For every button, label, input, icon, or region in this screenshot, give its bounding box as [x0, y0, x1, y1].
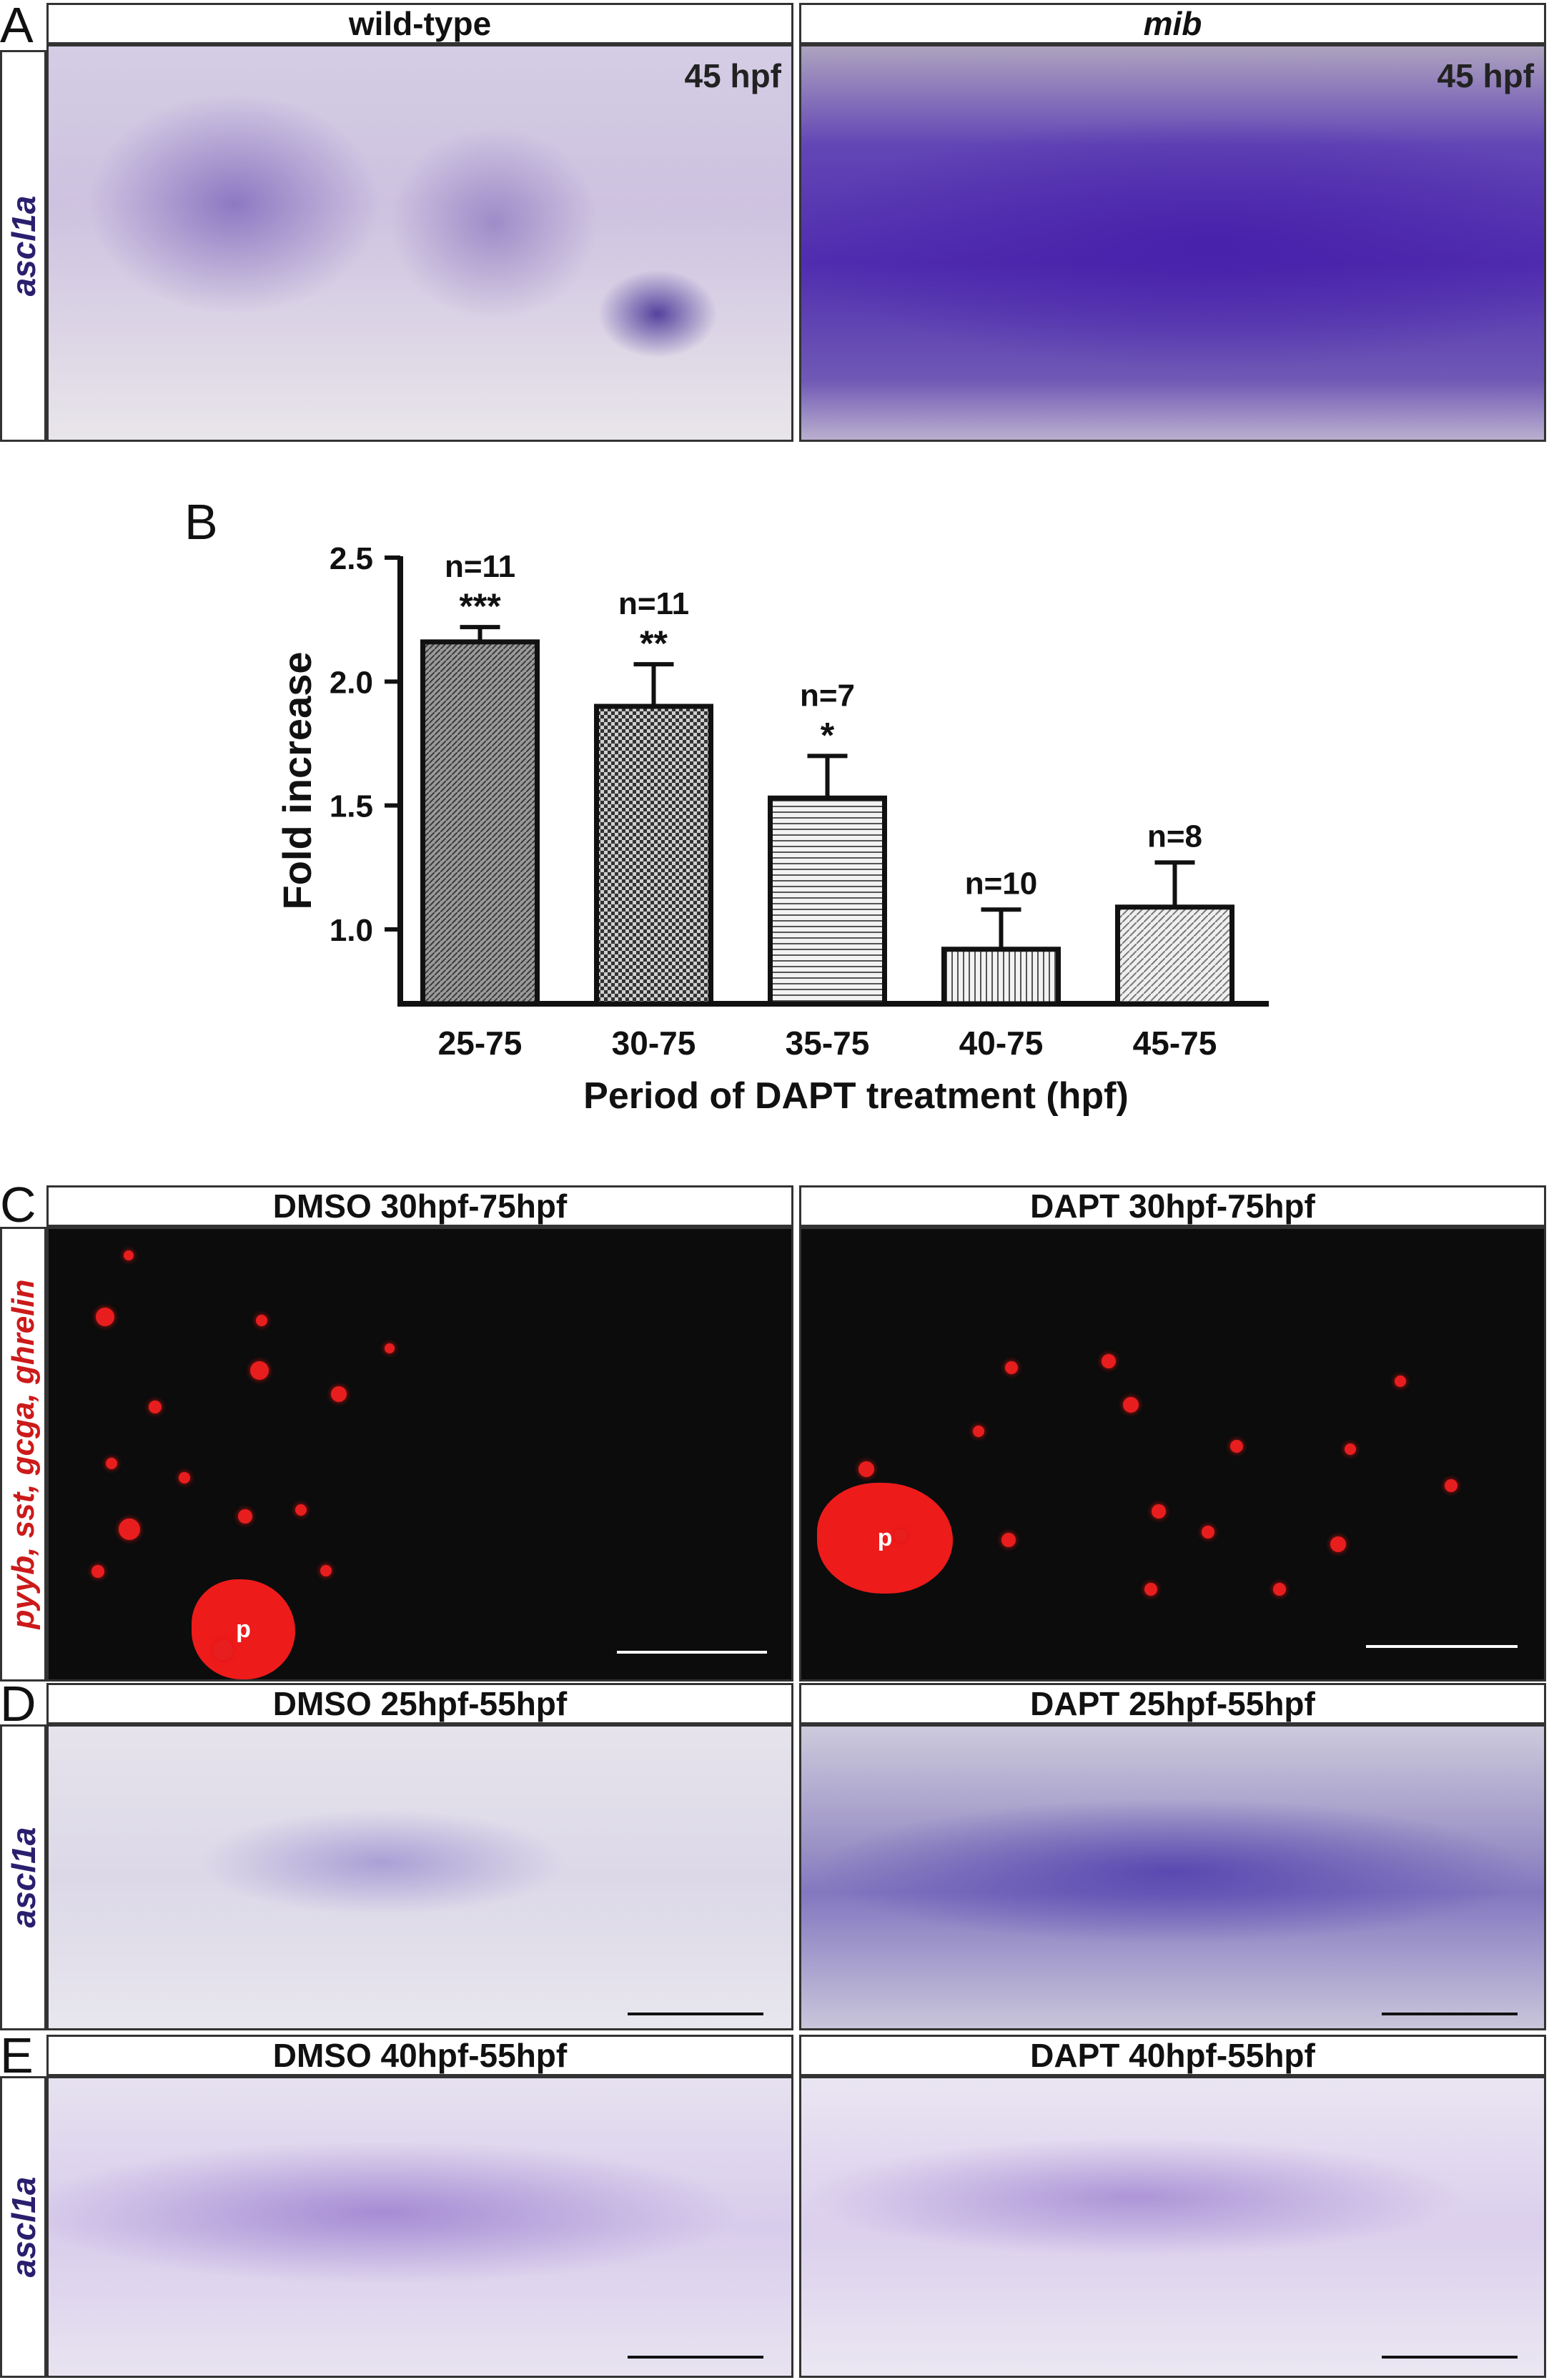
panel-e-right-scalebar: [1382, 2356, 1518, 2359]
panel-d-dmso-image: [46, 1724, 793, 2030]
panel-a-stain-label: ascl1a: [4, 195, 42, 297]
panel-letter-d: D: [0, 1676, 36, 1732]
fluorescent-cell: [1230, 1440, 1243, 1453]
panel-e-stain-label: ascl1a: [4, 2176, 42, 2278]
panel-a-stain-box: ascl1a: [0, 50, 46, 442]
fluorescent-cell: [973, 1426, 984, 1437]
bar-45-75: [1115, 904, 1234, 1007]
panel-d-dapt-image: [799, 1724, 1546, 2030]
panel-c-right-scalebar: [1366, 1645, 1518, 1648]
panel-letter-b: B: [184, 494, 218, 550]
principal-islet-left: p: [192, 1579, 295, 1679]
panel-e-left-header: DMSO 40hpf-55hpf: [46, 2035, 793, 2076]
panel-a-right-header: mib: [799, 3, 1546, 44]
panel-a-left-stage: 45 hpf: [684, 57, 781, 94]
panel-c-dmso-image: p: [46, 1227, 793, 1682]
panel-c-dapt-image: p: [799, 1227, 1546, 1682]
significance-label: ***: [459, 586, 501, 626]
panel-e-right-header: DAPT 40hpf-55hpf: [799, 2035, 1546, 2076]
fluorescent-cell: [213, 1640, 233, 1660]
significance-label: **: [640, 623, 668, 663]
fluorescent-cell: [1345, 1443, 1356, 1455]
fluorescent-cell: [1005, 1361, 1018, 1374]
panel-letter-a: A: [0, 0, 34, 53]
fluorescent-cell: [96, 1308, 114, 1326]
panel-d-left-header: DMSO 25hpf-55hpf: [46, 1683, 793, 1724]
panel-d-right-scalebar: [1382, 2013, 1518, 2015]
fluorescent-cell: [1123, 1397, 1139, 1413]
x-tick-label: 35-75: [786, 1024, 870, 1062]
fluorescent-cell: [179, 1472, 190, 1483]
x-axis-label: Period of DAPT treatment (hpf): [583, 1075, 1129, 1117]
bar-25-75: [420, 639, 540, 1007]
fluorescent-cell: [331, 1386, 347, 1402]
panel-d-stain-box: ascl1a: [0, 1724, 46, 2030]
panel-c-right-header: DAPT 30hpf-75hpf: [799, 1185, 1546, 1227]
bar-30-75: [594, 703, 713, 1007]
panel-e-stain-box: ascl1a: [0, 2076, 46, 2378]
significance-label: *: [821, 715, 835, 755]
panel-a-mib-image: 45 hpf: [799, 44, 1546, 442]
principal-islet-right: p: [817, 1483, 953, 1594]
fluorescent-cell: [91, 1565, 104, 1578]
fluorescent-cell: [124, 1250, 134, 1260]
fluorescent-cell: [1152, 1504, 1166, 1519]
panel-a-left-header: wild-type: [46, 3, 793, 44]
y-axis-label: Fold increase: [274, 651, 320, 909]
panel-e-left-scalebar: [628, 2356, 763, 2359]
x-tick-label: 45-75: [1133, 1024, 1217, 1062]
panel-d-left-scalebar: [628, 2013, 763, 2015]
panel-b-bar-chart: 1.0 1.5 2.0 2.5 Fold increase Period of DAPT …: [274, 541, 1269, 1117]
bar-35-75: [768, 795, 887, 1007]
n-label: n=11: [618, 586, 689, 621]
panel-c-stain-box: pyyb, sst, gcga, ghrelin: [0, 1227, 46, 1682]
n-label: n=11: [445, 549, 515, 584]
panel-letter-c: C: [0, 1177, 36, 1233]
panel-c-left-header: DMSO 30hpf-75hpf: [46, 1185, 793, 1227]
y-tick-label: 2.5: [330, 541, 373, 576]
n-label: n=8: [1147, 819, 1202, 854]
y-tick-label: 2.0: [330, 665, 373, 700]
fluorescent-cell: [1330, 1536, 1346, 1552]
panel-a-right-stage: 45 hpf: [1437, 57, 1534, 94]
fluorescent-cell: [858, 1461, 874, 1477]
panel-c-stain-label: pyyb, sst, gcga, ghrelin: [5, 1279, 41, 1629]
bar-40-75: [941, 947, 1061, 1007]
fluorescent-cell: [1273, 1583, 1286, 1596]
fluorescent-cell: [295, 1504, 307, 1516]
fluorescent-cell: [1001, 1533, 1016, 1547]
fluorescent-cell: [1102, 1354, 1116, 1368]
fluorescent-cell: [1445, 1479, 1458, 1492]
fluorescent-cell: [1202, 1526, 1214, 1539]
x-tick-label: 25-75: [438, 1024, 523, 1062]
n-label: n=10: [965, 866, 1038, 901]
x-tick-label: 40-75: [959, 1024, 1044, 1062]
fluorescent-cell: [250, 1361, 269, 1380]
fluorescent-cell: [894, 1529, 907, 1542]
fluorescent-cell: [1395, 1376, 1406, 1387]
fluorescent-cell: [256, 1315, 267, 1326]
y-tick-label: 1.5: [330, 789, 373, 824]
fluorescent-cell: [1144, 1583, 1157, 1596]
fluorescent-cell: [106, 1458, 117, 1469]
x-tick-label: 30-75: [612, 1024, 696, 1062]
fluorescent-cell: [149, 1401, 162, 1413]
fluorescent-cell: [385, 1343, 395, 1353]
panel-c-left-scalebar: [617, 1651, 767, 1654]
panel-d-right-header: DAPT 25hpf-55hpf: [799, 1683, 1546, 1724]
fluorescent-cell: [119, 1519, 140, 1540]
panel-e-dapt-image: [799, 2076, 1546, 2378]
fluorescent-cell: [320, 1565, 332, 1576]
panel-d-stain-label: ascl1a: [4, 1827, 42, 1928]
panel-a-wildtype-image: 45 hpf: [46, 44, 793, 442]
y-tick-label: 1.0: [330, 913, 373, 948]
fluorescent-cell: [238, 1509, 252, 1524]
panel-letter-e: E: [0, 2028, 34, 2083]
panel-e-dmso-image: [46, 2076, 793, 2378]
n-label: n=7: [800, 678, 855, 713]
